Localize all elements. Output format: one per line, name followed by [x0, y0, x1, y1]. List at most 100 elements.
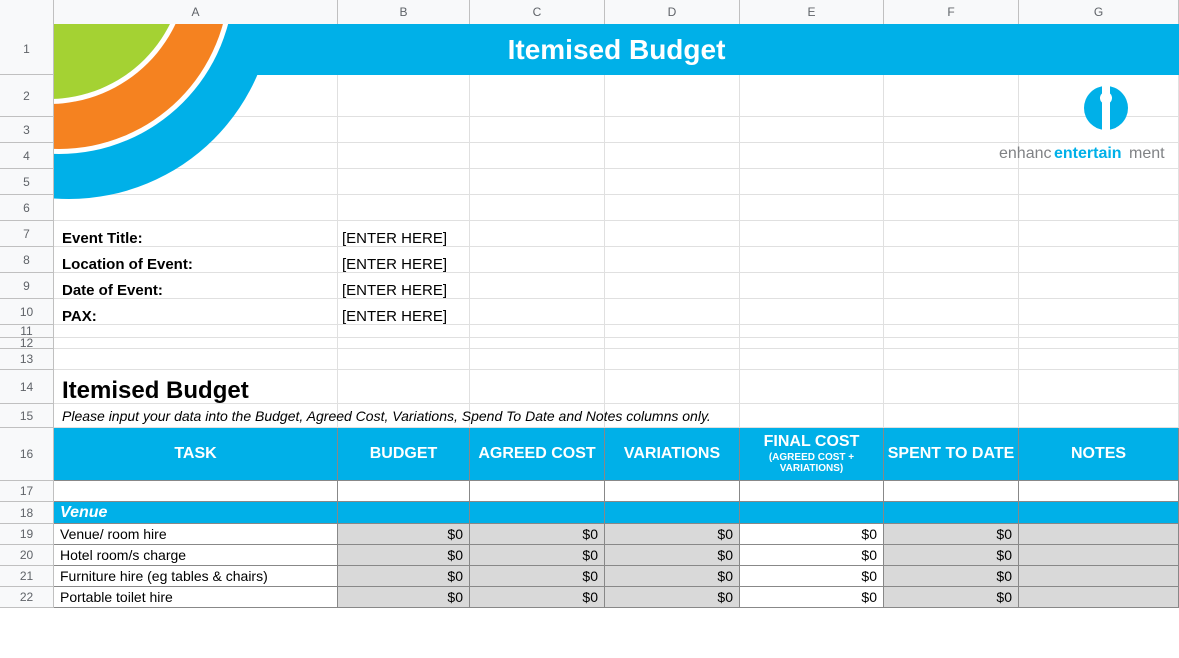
- data-cell-r3-c0[interactable]: Portable toilet hire: [54, 587, 338, 608]
- cell-C13[interactable]: [470, 349, 605, 370]
- cell-G12[interactable]: [1019, 338, 1179, 349]
- data-cell-r3-c2[interactable]: $0: [470, 587, 605, 608]
- data-cell-r2-c0[interactable]: Furniture hire (eg tables & chairs): [54, 566, 338, 587]
- data-cell-r0-c4[interactable]: $0: [740, 524, 884, 545]
- data-cell-r1-c4[interactable]: $0: [740, 545, 884, 566]
- empty-cell[interactable]: [740, 481, 884, 502]
- cell-B6[interactable]: [338, 195, 470, 221]
- row-header-19[interactable]: 19: [0, 524, 53, 545]
- data-cell-r1-c5[interactable]: $0: [884, 545, 1019, 566]
- column-header-D[interactable]: D: [605, 0, 740, 24]
- table-header-2[interactable]: AGREED COST: [470, 428, 605, 481]
- data-cell-r2-c2[interactable]: $0: [470, 566, 605, 587]
- cell-D3[interactable]: [605, 117, 740, 143]
- cell-D9[interactable]: [605, 273, 740, 299]
- cell-E14[interactable]: [740, 370, 884, 404]
- cell-C10[interactable]: [470, 299, 605, 325]
- table-header-0[interactable]: TASK: [54, 428, 338, 481]
- data-cell-r0-c5[interactable]: $0: [884, 524, 1019, 545]
- data-cell-r3-c4[interactable]: $0: [740, 587, 884, 608]
- cell-D5[interactable]: [605, 169, 740, 195]
- data-cell-r1-c3[interactable]: $0: [605, 545, 740, 566]
- cell-A13[interactable]: [54, 349, 338, 370]
- cell-D12[interactable]: [605, 338, 740, 349]
- cell-F8[interactable]: [884, 247, 1019, 273]
- cell-D10[interactable]: [605, 299, 740, 325]
- cell-B2[interactable]: [338, 75, 470, 117]
- data-cell-r0-c6[interactable]: [1019, 524, 1179, 545]
- form-value-3[interactable]: [ENTER HERE]: [342, 308, 447, 325]
- empty-cell[interactable]: [338, 481, 470, 502]
- data-cell-r2-c6[interactable]: [1019, 566, 1179, 587]
- cell-D8[interactable]: [605, 247, 740, 273]
- data-cell-r2-c1[interactable]: $0: [338, 566, 470, 587]
- form-value-2[interactable]: [ENTER HERE]: [342, 282, 447, 299]
- select-all-corner[interactable]: [0, 0, 54, 24]
- cell-E13[interactable]: [740, 349, 884, 370]
- cell-G9[interactable]: [1019, 273, 1179, 299]
- row-header-1[interactable]: 1: [0, 24, 53, 75]
- data-cell-r3-c1[interactable]: $0: [338, 587, 470, 608]
- section-cell[interactable]: [740, 502, 884, 524]
- cell-E4[interactable]: [740, 143, 884, 169]
- section-cell[interactable]: [605, 502, 740, 524]
- row-header-5[interactable]: 5: [0, 169, 53, 195]
- cell-F9[interactable]: [884, 273, 1019, 299]
- cell-B13[interactable]: [338, 349, 470, 370]
- column-header-F[interactable]: F: [884, 0, 1019, 24]
- cell-C4[interactable]: [470, 143, 605, 169]
- table-header-6[interactable]: NOTES: [1019, 428, 1179, 481]
- empty-cell[interactable]: [884, 481, 1019, 502]
- column-header-E[interactable]: E: [740, 0, 884, 24]
- cell-C7[interactable]: [470, 221, 605, 247]
- data-cell-r3-c6[interactable]: [1019, 587, 1179, 608]
- row-header-15[interactable]: 15: [0, 404, 53, 428]
- cell-B12[interactable]: [338, 338, 470, 349]
- cell-E2[interactable]: [740, 75, 884, 117]
- cell-F14[interactable]: [884, 370, 1019, 404]
- cell-G11[interactable]: [1019, 325, 1179, 338]
- column-header-C[interactable]: C: [470, 0, 605, 24]
- data-cell-r1-c6[interactable]: [1019, 545, 1179, 566]
- data-cell-r1-c2[interactable]: $0: [470, 545, 605, 566]
- data-cell-r1-c1[interactable]: $0: [338, 545, 470, 566]
- cell-B3[interactable]: [338, 117, 470, 143]
- cell-G6[interactable]: [1019, 195, 1179, 221]
- data-cell-r0-c2[interactable]: $0: [470, 524, 605, 545]
- cell-D7[interactable]: [605, 221, 740, 247]
- cell-E10[interactable]: [740, 299, 884, 325]
- cell-C3[interactable]: [470, 117, 605, 143]
- row-header-16[interactable]: 16: [0, 428, 53, 481]
- cell-D4[interactable]: [605, 143, 740, 169]
- cell-E8[interactable]: [740, 247, 884, 273]
- cell-G8[interactable]: [1019, 247, 1179, 273]
- column-header-G[interactable]: G: [1019, 0, 1179, 24]
- data-cell-r3-c3[interactable]: $0: [605, 587, 740, 608]
- cell-C6[interactable]: [470, 195, 605, 221]
- row-header-8[interactable]: 8: [0, 247, 53, 273]
- cell-E12[interactable]: [740, 338, 884, 349]
- cell-B5[interactable]: [338, 169, 470, 195]
- cell-D13[interactable]: [605, 349, 740, 370]
- cell-B14[interactable]: [338, 370, 470, 404]
- empty-cell[interactable]: [54, 481, 338, 502]
- row-header-12[interactable]: 12: [0, 338, 53, 349]
- column-header-A[interactable]: A: [54, 0, 338, 24]
- empty-cell[interactable]: [1019, 481, 1179, 502]
- data-cell-r2-c4[interactable]: $0: [740, 566, 884, 587]
- cell-E15[interactable]: [740, 404, 884, 428]
- cell-E5[interactable]: [740, 169, 884, 195]
- cell-G7[interactable]: [1019, 221, 1179, 247]
- cell-F12[interactable]: [884, 338, 1019, 349]
- row-header-17[interactable]: 17: [0, 481, 53, 502]
- row-header-22[interactable]: 22: [0, 587, 53, 608]
- column-header-B[interactable]: B: [338, 0, 470, 24]
- cell-D11[interactable]: [605, 325, 740, 338]
- row-header-6[interactable]: 6: [0, 195, 53, 221]
- row-header-2[interactable]: 2: [0, 75, 53, 117]
- form-value-1[interactable]: [ENTER HERE]: [342, 256, 447, 273]
- table-header-3[interactable]: VARIATIONS: [605, 428, 740, 481]
- cell-E3[interactable]: [740, 117, 884, 143]
- row-header-3[interactable]: 3: [0, 117, 53, 143]
- data-cell-r2-c5[interactable]: $0: [884, 566, 1019, 587]
